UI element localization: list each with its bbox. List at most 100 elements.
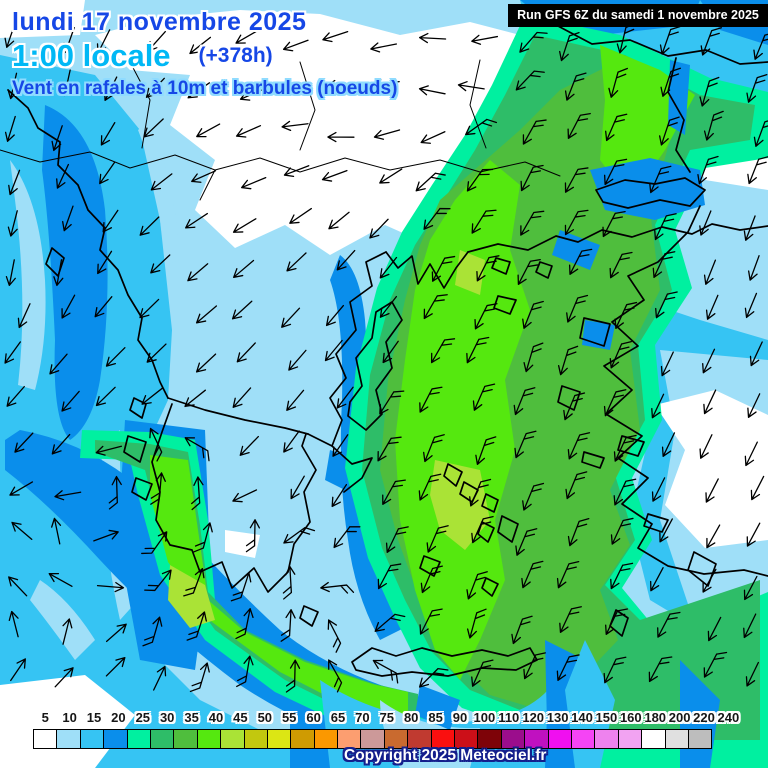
wind-barb bbox=[659, 25, 681, 55]
wind-arrow bbox=[100, 121, 116, 146]
scale-label: 140 bbox=[571, 710, 593, 725]
scale-label: 30 bbox=[159, 710, 175, 725]
wind-barb bbox=[747, 156, 768, 185]
wind-arrow bbox=[232, 489, 258, 503]
coastline-layer bbox=[0, 25, 768, 677]
wind-arrow bbox=[53, 259, 64, 287]
wind-arrow bbox=[289, 207, 312, 224]
wind-arrow bbox=[139, 216, 160, 236]
wind-barb bbox=[108, 475, 122, 510]
wind-barb bbox=[648, 656, 673, 683]
scale-box-100 bbox=[454, 729, 479, 749]
scale-box-45 bbox=[220, 729, 245, 749]
wind-barb bbox=[566, 294, 589, 323]
wind-arrow bbox=[373, 129, 401, 140]
wind-barb bbox=[564, 209, 589, 236]
wind-barb bbox=[563, 392, 586, 421]
wind-barb bbox=[374, 613, 406, 632]
scale-box-220 bbox=[664, 729, 689, 749]
model-run-info: Run GFS 6Z du samedi 1 novembre 2025 bbox=[508, 4, 768, 27]
wind-arrow bbox=[93, 529, 119, 542]
wind-barb bbox=[285, 659, 301, 693]
wind-arrow bbox=[94, 296, 113, 318]
scale-box-65 bbox=[313, 729, 339, 749]
wind-arrow bbox=[286, 252, 307, 272]
scale-box-120 bbox=[500, 729, 526, 749]
wind-barb bbox=[556, 654, 580, 681]
wind-barb bbox=[697, 155, 719, 185]
wind-arrow bbox=[191, 170, 217, 183]
wind-arrow bbox=[650, 567, 664, 592]
wind-barb bbox=[280, 609, 296, 642]
wind-barb bbox=[418, 473, 442, 501]
wind-arrow bbox=[659, 518, 673, 543]
scale-label: 90 bbox=[452, 710, 468, 725]
scale-label: 220 bbox=[693, 710, 715, 725]
forecast-local-time: 1:00 locale bbox=[12, 38, 171, 73]
wind-barb bbox=[183, 567, 205, 597]
wind-barb bbox=[700, 27, 722, 56]
wind-barb bbox=[564, 72, 587, 101]
scale-label: 20 bbox=[111, 710, 126, 725]
scale-label: 15 bbox=[86, 710, 102, 725]
wind-arrow bbox=[195, 353, 217, 373]
wind-arrow bbox=[147, 30, 167, 52]
scale-label: 240 bbox=[717, 710, 740, 725]
wind-barb bbox=[613, 478, 637, 506]
scale-box-35 bbox=[173, 729, 198, 749]
wind-barb bbox=[141, 531, 168, 555]
scale-box-150 bbox=[570, 729, 596, 749]
wind-barb bbox=[522, 300, 544, 329]
wind-arrow bbox=[743, 215, 756, 241]
wind-arrow bbox=[746, 522, 761, 547]
wind-barb bbox=[186, 611, 207, 641]
scale-label: 70 bbox=[355, 710, 370, 725]
scale-box-40 bbox=[196, 729, 222, 749]
wind-arrow bbox=[189, 36, 212, 55]
wind-arrow bbox=[379, 256, 398, 279]
wind-barb bbox=[471, 659, 494, 687]
wind-barb bbox=[521, 560, 544, 589]
wind-barb bbox=[415, 172, 446, 192]
wind-arrow bbox=[418, 85, 446, 96]
wind-arrow bbox=[471, 34, 499, 45]
wind-arrow bbox=[143, 118, 164, 138]
wind-arrow bbox=[49, 353, 68, 375]
wind-arrow bbox=[749, 341, 763, 367]
wind-arrow bbox=[51, 433, 71, 455]
wind-barb bbox=[603, 158, 628, 186]
forecast-time-row: 1:00 locale (+378h) bbox=[12, 38, 273, 74]
wind-arrow bbox=[99, 161, 116, 185]
wind-barb bbox=[320, 581, 355, 594]
wind-arrow bbox=[8, 576, 28, 597]
wind-arrow bbox=[290, 475, 305, 500]
wind-arrow bbox=[105, 656, 126, 677]
wind-barb bbox=[699, 76, 720, 107]
wind-barb bbox=[327, 619, 342, 653]
scale-box-75 bbox=[360, 729, 385, 749]
wind-barb bbox=[616, 22, 636, 54]
wind-arrow bbox=[702, 568, 717, 593]
wind-barb bbox=[610, 562, 634, 590]
scale-label: 130 bbox=[546, 710, 569, 725]
scale-box-140 bbox=[547, 729, 572, 749]
wind-barb bbox=[567, 112, 591, 140]
wind-arrow bbox=[705, 294, 719, 320]
wind-arrow bbox=[146, 343, 167, 363]
wind-arrow bbox=[54, 490, 82, 501]
wind-barb bbox=[471, 209, 497, 234]
wind-barb bbox=[475, 436, 497, 465]
wind-arrow bbox=[286, 389, 305, 411]
wind-arrow bbox=[379, 168, 403, 184]
wind-barb bbox=[556, 560, 580, 589]
scale-box-110 bbox=[477, 729, 502, 749]
scale-box-70 bbox=[337, 729, 362, 749]
wind-barb bbox=[377, 563, 402, 590]
scale-label: 40 bbox=[208, 710, 224, 725]
wind-barb bbox=[608, 67, 628, 98]
wind-barb bbox=[602, 211, 626, 238]
wind-barb bbox=[515, 70, 545, 91]
wind-barb bbox=[431, 255, 456, 282]
wind-arrow bbox=[379, 295, 397, 318]
wind-arrow bbox=[703, 259, 717, 285]
